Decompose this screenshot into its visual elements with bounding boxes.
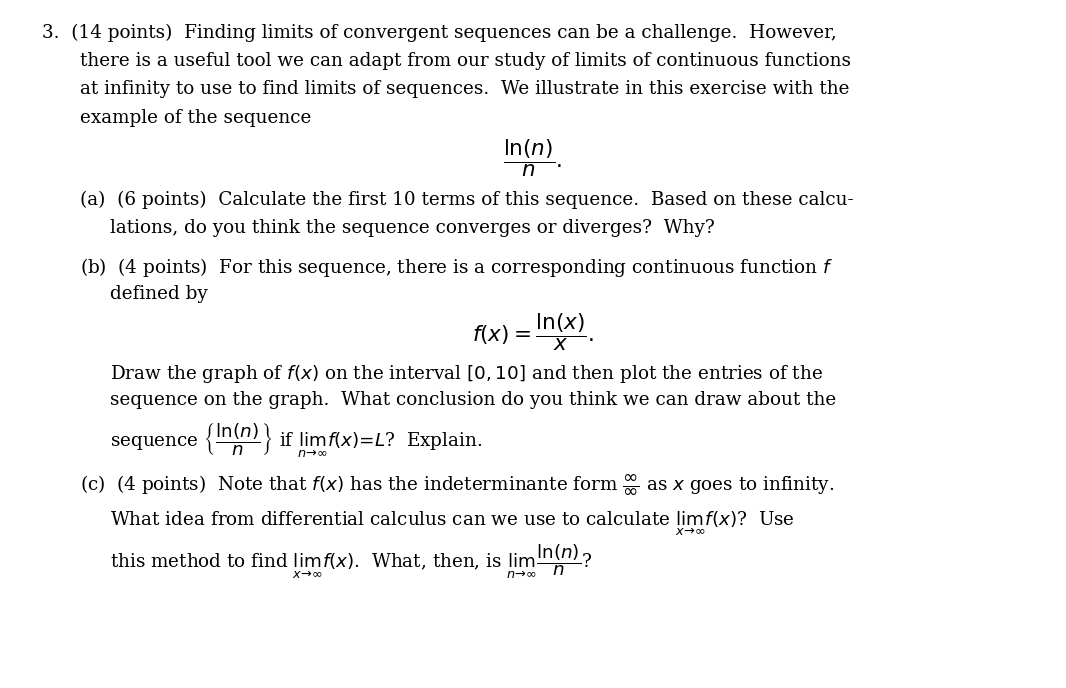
Text: What idea from differential calculus can we use to calculate $\lim_{x\to\infty} : What idea from differential calculus can… bbox=[110, 509, 795, 537]
Text: (c)  (4 points)  Note that $f(x)$ has the indeterminante form $\dfrac{\infty}{\i: (c) (4 points) Note that $f(x)$ has the … bbox=[80, 472, 834, 496]
Text: sequence $\left\{\dfrac{\ln(n)}{n}\right\}$ if $\lim_{n\to\infty} f(x) = L$?  Ex: sequence $\left\{\dfrac{\ln(n)}{n}\right… bbox=[110, 422, 482, 460]
Text: $\dfrac{\ln(n)}{n}.$: $\dfrac{\ln(n)}{n}.$ bbox=[503, 138, 563, 180]
Text: Draw the graph of $f(x)$ on the interval $[0, 10]$ and then plot the entries of : Draw the graph of $f(x)$ on the interval… bbox=[110, 363, 823, 385]
Text: lations, do you think the sequence converges or diverges?  Why?: lations, do you think the sequence conve… bbox=[110, 219, 714, 237]
Text: example of the sequence: example of the sequence bbox=[80, 109, 311, 127]
Text: defined by: defined by bbox=[110, 285, 208, 303]
Text: this method to find $\lim_{x\to\infty} f(x)$.  What, then, is $\lim_{n\to\infty}: this method to find $\lim_{x\to\infty} f… bbox=[110, 543, 593, 581]
Text: $f(x) = \dfrac{\ln(x)}{x}.$: $f(x) = \dfrac{\ln(x)}{x}.$ bbox=[472, 312, 594, 354]
Text: at infinity to use to find limits of sequences.  We illustrate in this exercise : at infinity to use to find limits of seq… bbox=[80, 80, 850, 98]
Text: (a)  (6 points)  Calculate the first 10 terms of this sequence.  Based on these : (a) (6 points) Calculate the first 10 te… bbox=[80, 191, 853, 208]
Text: there is a useful tool we can adapt from our study of limits of continuous funct: there is a useful tool we can adapt from… bbox=[80, 52, 851, 70]
Text: 3.  (14 points)  Finding limits of convergent sequences can be a challenge.  How: 3. (14 points) Finding limits of converg… bbox=[42, 23, 837, 42]
Text: (b)  (4 points)  For this sequence, there is a corresponding continuous function: (b) (4 points) For this sequence, there … bbox=[80, 257, 833, 279]
Text: sequence on the graph.  What conclusion do you think we can draw about the: sequence on the graph. What conclusion d… bbox=[110, 391, 836, 409]
